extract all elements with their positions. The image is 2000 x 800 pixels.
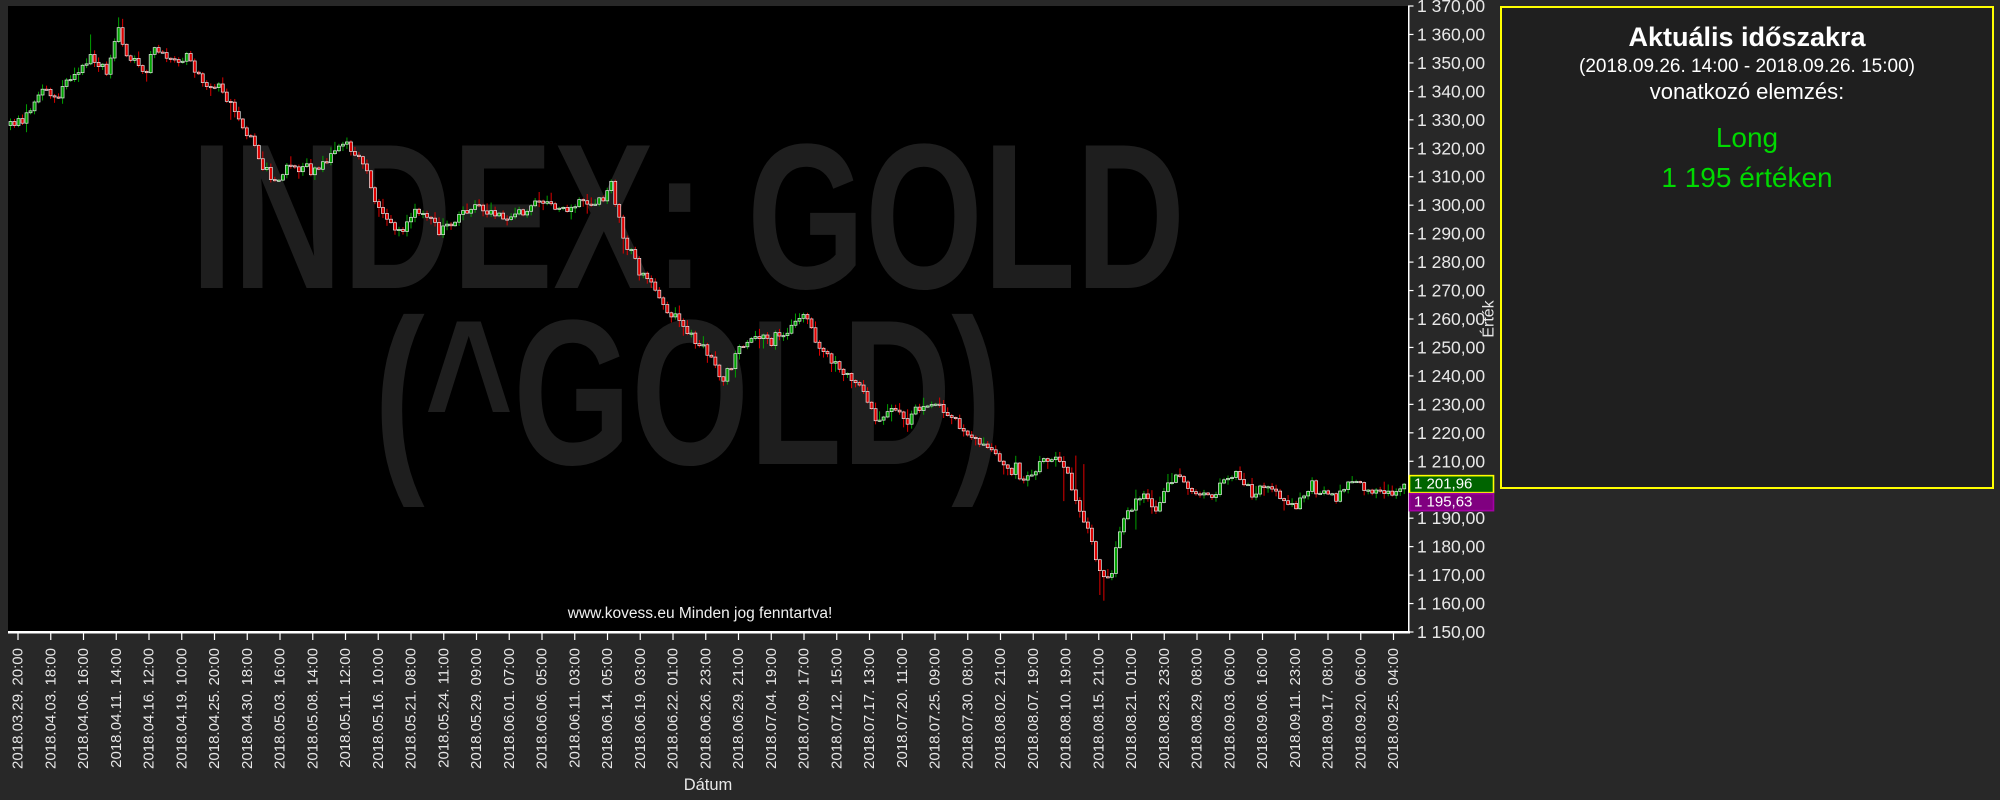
signal-direction: Long bbox=[1715, 121, 1779, 153]
y-tick-label: 1 220,00 bbox=[1417, 423, 1485, 443]
x-tick-label: 2018.08.02. 21:00 bbox=[992, 648, 1009, 769]
x-tick-label: 2018.06.22. 01:00 bbox=[665, 648, 682, 769]
x-tick-label: 2018.06.26. 23:00 bbox=[697, 648, 714, 769]
x-tick-label: 2018.09.20. 06:00 bbox=[1352, 648, 1369, 769]
x-tick-label: 2018.05.11. 12:00 bbox=[337, 648, 354, 768]
x-tick-label: 2018.05.08. 14:00 bbox=[304, 648, 321, 769]
y-tick-label: 1 340,00 bbox=[1417, 81, 1485, 101]
x-tick-label: 2018.09.06. 16:00 bbox=[1254, 648, 1271, 769]
x-tick-label: 2018.06.29. 21:00 bbox=[730, 648, 747, 769]
x-tick-label: 2018.09.25. 04:00 bbox=[1385, 648, 1402, 769]
x-tick-label: 2018.05.24. 11:00 bbox=[435, 648, 452, 768]
plot-area bbox=[8, 6, 1408, 632]
x-tick-label: 2018.06.01. 07:00 bbox=[501, 648, 518, 769]
x-tick-label: 2018.06.19. 03:00 bbox=[632, 648, 649, 769]
x-tick-label: 2018.03.29. 20:00 bbox=[10, 648, 27, 769]
x-tick-label: 2018.08.10. 19:00 bbox=[1058, 648, 1075, 769]
x-tick-label: 2018.06.14. 05:00 bbox=[599, 648, 616, 769]
x-tick-label: 2018.07.04. 19:00 bbox=[763, 648, 780, 769]
price-marker-label-0: 1 201,96 bbox=[1414, 476, 1472, 493]
y-tick-label: 1 260,00 bbox=[1417, 309, 1485, 329]
price-marker-box-0 bbox=[1408, 474, 1495, 494]
panel-subtitle: vonatkozó elemzés: bbox=[1649, 78, 1845, 104]
panel-title: Aktuális időszakra bbox=[1628, 22, 1866, 52]
x-tick-label: 2018.05.03. 16:00 bbox=[272, 648, 289, 769]
y-tick-label: 1 310,00 bbox=[1417, 167, 1485, 187]
watermark: INDEX: GOLD(^GOLD) bbox=[191, 102, 1185, 508]
y-tick-label: 1 360,00 bbox=[1417, 24, 1485, 44]
x-tick-label: 2018.07.25. 09:00 bbox=[927, 648, 944, 769]
candles bbox=[8, 17, 1407, 601]
x-tick-label: 2018.07.30. 08:00 bbox=[959, 648, 976, 769]
x-tick-label: 2018.08.07. 19:00 bbox=[1025, 648, 1042, 769]
y-tick-label: 1 250,00 bbox=[1417, 337, 1485, 357]
x-tick-label: 2018.07.20. 11:00 bbox=[894, 648, 911, 768]
x-tick-label: 2018.09.03. 06:00 bbox=[1221, 648, 1238, 769]
x-tick-label: 2018.09.11. 23:00 bbox=[1287, 648, 1304, 768]
x-tick-label: 2018.04.11. 14:00 bbox=[108, 648, 125, 768]
chart-canvas: INDEX: GOLD(^GOLD) www.kovess.eu Minden j… bbox=[8, 0, 1498, 794]
x-tick-label: 2018.07.17. 13:00 bbox=[861, 648, 878, 769]
x-tick-label: 2018.04.03. 18:00 bbox=[42, 648, 59, 769]
x-tick-label: 2018.08.21. 01:00 bbox=[1123, 648, 1140, 769]
y-tick-label: 1 240,00 bbox=[1417, 366, 1485, 386]
y-tick-label: 1 370,00 bbox=[1417, 0, 1485, 16]
y-tick-label: 1 160,00 bbox=[1417, 594, 1485, 614]
x-tick-label: 2018.05.16. 10:00 bbox=[370, 648, 387, 769]
x-tick-label: 2018.09.17. 08:00 bbox=[1320, 648, 1337, 769]
gold-candlestick-chart: INDEX: GOLD (^GOLD) www.kovess.eu Minden j… bbox=[8, 0, 1498, 794]
x-axis-line bbox=[8, 631, 1410, 634]
y-tick-label: 1 350,00 bbox=[1417, 53, 1485, 73]
y-tick-label: 1 210,00 bbox=[1417, 451, 1485, 471]
x-axis-ticks: 2018.03.29. 20:00 2018.04.03. 18:00 2018.0… bbox=[10, 633, 1402, 769]
price-marker-label-1: 1 195,63 bbox=[1414, 494, 1472, 511]
y-axis-title: Érték bbox=[1479, 299, 1498, 337]
watermark-line1: INDEX: GOLD bbox=[191, 102, 1185, 332]
y-tick-label: 1 330,00 bbox=[1417, 110, 1485, 130]
y-tick-label: 1 270,00 bbox=[1417, 281, 1485, 301]
x-tick-label: 2018.04.16. 12:00 bbox=[141, 648, 158, 769]
x-tick-label: 2018.04.25. 20:00 bbox=[206, 648, 223, 769]
y-tick-label: 1 280,00 bbox=[1417, 252, 1485, 272]
y-tick-label: 1 300,00 bbox=[1417, 195, 1485, 215]
y-tick-label: 1 320,00 bbox=[1417, 138, 1485, 158]
x-axis-title: Dátum bbox=[684, 776, 733, 794]
price-marker-box-1 bbox=[1408, 492, 1495, 512]
signal-price: 1 195 értéken bbox=[1661, 161, 1833, 193]
x-tick-label: 2018.08.29. 08:00 bbox=[1189, 648, 1206, 769]
y-tick-label: 1 230,00 bbox=[1417, 394, 1485, 414]
y-tick-label: 1 170,00 bbox=[1417, 565, 1485, 585]
panel-period: (2018.09.26. 14:00 - 2018.09.26. 15:00) bbox=[1579, 55, 1915, 77]
y-tick-label: 1 190,00 bbox=[1417, 508, 1485, 528]
x-tick-label: 2018.08.23. 23:00 bbox=[1156, 648, 1173, 769]
x-tick-label: 2018.07.09. 17:00 bbox=[796, 648, 813, 769]
analysis-panel: Aktuális időszakra (2018.09.26. 14:00 - … bbox=[1500, 6, 1994, 489]
y-tick-label: 1 150,00 bbox=[1417, 622, 1485, 642]
y-axis-ticks: 1 370,00 1 360,00 1 350,00 1 340,00 1 330,00… bbox=[1408, 0, 1485, 642]
x-tick-label: 2018.04.30. 18:00 bbox=[239, 648, 256, 769]
x-tick-label: 2018.06.06. 05:00 bbox=[534, 648, 551, 769]
x-tick-label: 2018.07.12. 15:00 bbox=[828, 648, 845, 769]
x-tick-label: 2018.08.15. 21:00 bbox=[1090, 648, 1107, 769]
x-tick-label: 2018.04.06. 16:00 bbox=[75, 648, 92, 769]
y-tick-label: 1 180,00 bbox=[1417, 537, 1485, 557]
x-tick-label: 2018.05.21. 08:00 bbox=[403, 648, 420, 769]
y-tick-label: 1 290,00 bbox=[1417, 224, 1485, 244]
x-tick-label: 2018.05.29. 09:00 bbox=[468, 648, 485, 769]
x-tick-label: 2018.06.11. 03:00 bbox=[566, 648, 583, 768]
x-tick-label: 2018.04.19. 10:00 bbox=[173, 648, 190, 769]
copyright-text: www.kovess.eu Minden jog fenntartva! bbox=[567, 605, 833, 622]
price-markers: 1 201,961 195,63 bbox=[1408, 474, 1495, 512]
watermark-line2: (^GOLD) bbox=[374, 278, 1002, 508]
